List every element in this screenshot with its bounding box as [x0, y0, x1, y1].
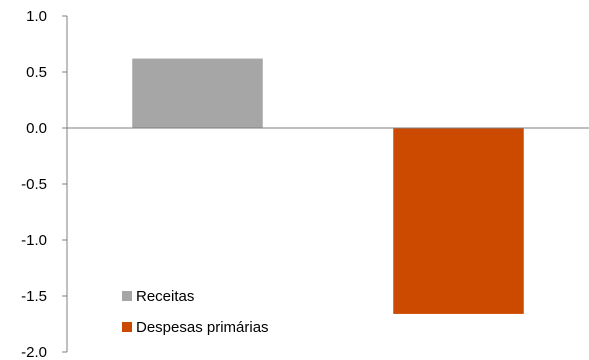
- y-tick-label: -1.0: [21, 232, 47, 249]
- legend-label: Despesas primárias: [136, 319, 269, 336]
- bar-despesas-prim-rias: [393, 128, 524, 314]
- y-tick-label: 0.5: [26, 64, 47, 81]
- legend: Receitas Despesas primárias: [122, 288, 269, 336]
- y-tick-label: -2.0: [21, 344, 47, 360]
- legend-label: Receitas: [136, 288, 194, 305]
- legend-item: Receitas: [122, 288, 194, 305]
- bar-receitas: [132, 58, 263, 129]
- legend-swatch: [122, 291, 132, 301]
- y-tick-label: 1.0: [26, 8, 47, 25]
- y-tick-label: 0.0: [26, 120, 47, 137]
- legend-swatch: [122, 322, 132, 332]
- y-ticks: 1.0 0.5 0.0 -0.5 -1.0 -1.5 -2.0: [21, 8, 67, 360]
- y-tick-label: -1.5: [21, 288, 47, 305]
- y-axis: 1.0 0.5 0.0 -0.5 -1.0 -1.5 -2.0: [21, 8, 68, 360]
- legend-item: Despesas primárias: [122, 319, 269, 336]
- y-tick-label: -0.5: [21, 176, 47, 193]
- bars: [132, 58, 524, 314]
